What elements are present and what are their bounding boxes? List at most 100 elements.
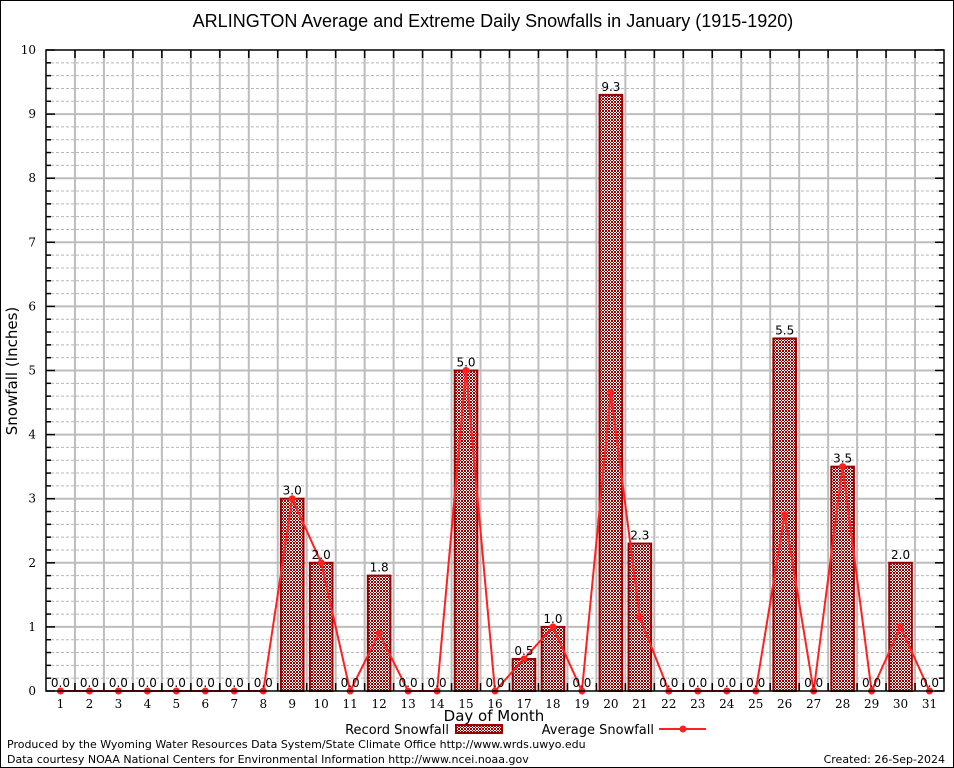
average-point	[288, 495, 296, 503]
legend-average-label: Average Snowfall	[542, 723, 654, 738]
x-tick-label: 28	[835, 697, 850, 711]
x-tick-label: 20	[603, 697, 618, 711]
record-value-label: 5.0	[456, 356, 475, 370]
record-value-label: 0.0	[659, 676, 678, 690]
average-point	[897, 623, 905, 631]
legend: Record Snowfall Average Snowfall	[345, 723, 706, 738]
x-tick-label: 26	[777, 697, 792, 711]
x-tick-label: 3	[115, 697, 123, 711]
x-tick-label: 6	[202, 697, 210, 711]
x-tick-label: 23	[690, 697, 705, 711]
record-value-label: 0.0	[80, 676, 99, 690]
record-value-label: 0.0	[804, 676, 823, 690]
average-point	[462, 367, 470, 374]
average-point	[636, 613, 644, 621]
x-tick-label: 7	[230, 697, 238, 711]
footer-data-courtesy: Data courtesy NOAA National Centers for …	[7, 753, 529, 766]
record-bar	[308, 561, 334, 692]
record-value-label: 0.0	[920, 676, 939, 690]
y-tick-label: 6	[28, 299, 36, 313]
record-value-label: 0.0	[51, 676, 70, 690]
data-labels: 0.0 0.0 0.0 0.0 0.0 0.0 0.0 0.0 3.0 2.0 0.0 1.8 0.0 0…	[51, 80, 939, 690]
record-value-label: 0.0	[572, 676, 591, 690]
x-tick-label: 15	[458, 697, 473, 711]
bars	[279, 93, 913, 693]
record-bar	[279, 497, 305, 693]
legend-average-marker	[679, 725, 687, 733]
average-point	[781, 511, 789, 519]
y-tick-label: 9	[28, 107, 36, 121]
footer-created-date: Created: 26-Sep-2024	[824, 753, 945, 766]
record-value-label: 0.0	[688, 676, 707, 690]
average-line	[56, 367, 934, 695]
record-value-label: 0.0	[428, 676, 447, 690]
record-value-label: 3.0	[283, 484, 302, 498]
record-value-label: 0.0	[254, 676, 273, 690]
record-value-label: 0.5	[514, 644, 533, 658]
legend-record-label: Record Snowfall	[345, 723, 449, 738]
y-tick-label: 8	[28, 171, 36, 185]
y-tick-label: 10	[21, 43, 36, 57]
y-tick-label: 1	[28, 620, 36, 634]
y-tick-label: 0	[28, 684, 36, 698]
average-point	[839, 463, 847, 471]
record-value-label: 0.0	[717, 676, 736, 690]
record-bar	[830, 465, 855, 692]
x-tick-label: 4	[144, 697, 152, 711]
average-point	[607, 389, 615, 397]
x-tick-label: 31	[922, 697, 937, 711]
y-tick-label: 4	[28, 428, 36, 442]
x-tick-label: 30	[893, 697, 908, 711]
x-tick-label: 14	[429, 697, 445, 711]
record-value-label: 0.0	[225, 676, 244, 690]
record-value-label: 3.5	[833, 452, 852, 466]
y-tick-label: 7	[28, 235, 36, 249]
record-value-label: 0.0	[862, 676, 881, 690]
x-tick-label: 9	[288, 697, 296, 711]
record-value-label: 9.3	[601, 80, 620, 94]
x-tick-label: 10	[314, 697, 329, 711]
y-tick-label: 2	[28, 556, 36, 570]
record-value-label: 1.0	[543, 612, 562, 626]
average-point	[317, 559, 325, 567]
record-value-label: 0.0	[399, 676, 418, 690]
record-value-label: 2.0	[312, 548, 331, 562]
record-value-label: 0.0	[341, 676, 360, 690]
x-tick-label: 1	[57, 697, 65, 711]
record-value-label: 2.0	[891, 548, 910, 562]
record-value-label: 2.3	[630, 529, 649, 543]
record-value-label: 0.0	[746, 676, 765, 690]
average-point	[549, 623, 557, 631]
legend-record-swatch	[455, 724, 503, 734]
average-point	[520, 655, 528, 663]
y-axis-label: Snowfall (Inches)	[3, 307, 21, 435]
y-tick-label: 3	[28, 492, 36, 506]
record-bar	[511, 657, 537, 693]
x-tick-label: 8	[259, 697, 267, 711]
x-tick-label: 5	[173, 697, 181, 711]
x-tick-label: 13	[400, 697, 415, 711]
record-value-label: 0.0	[196, 676, 215, 690]
x-tick-label: 27	[806, 697, 821, 711]
footer-produced-by: Produced by the Wyoming Water Resources …	[7, 738, 586, 751]
x-tick-label: 29	[864, 697, 879, 711]
x-axis-label: Day of Month	[444, 707, 545, 725]
record-value-label: 0.0	[138, 676, 157, 690]
chart-title: ARLINGTON Average and Extreme Daily Snow…	[193, 11, 794, 31]
record-value-label: 0.0	[167, 676, 186, 690]
record-value-label: 0.0	[485, 676, 504, 690]
x-tick-label: 22	[661, 697, 676, 711]
record-value-label: 1.8	[370, 561, 389, 575]
grid	[46, 50, 944, 691]
x-tick-label: 21	[632, 697, 647, 711]
x-tick-label: 17	[516, 697, 531, 711]
x-tick-label: 11	[343, 697, 358, 711]
average-point	[375, 629, 383, 637]
x-tick-label: 12	[371, 697, 386, 711]
x-tick-label: 25	[748, 697, 763, 711]
x-tick-label: 16	[487, 697, 502, 711]
x-tick-label: 24	[719, 697, 735, 711]
x-tick-label: 19	[574, 697, 589, 711]
